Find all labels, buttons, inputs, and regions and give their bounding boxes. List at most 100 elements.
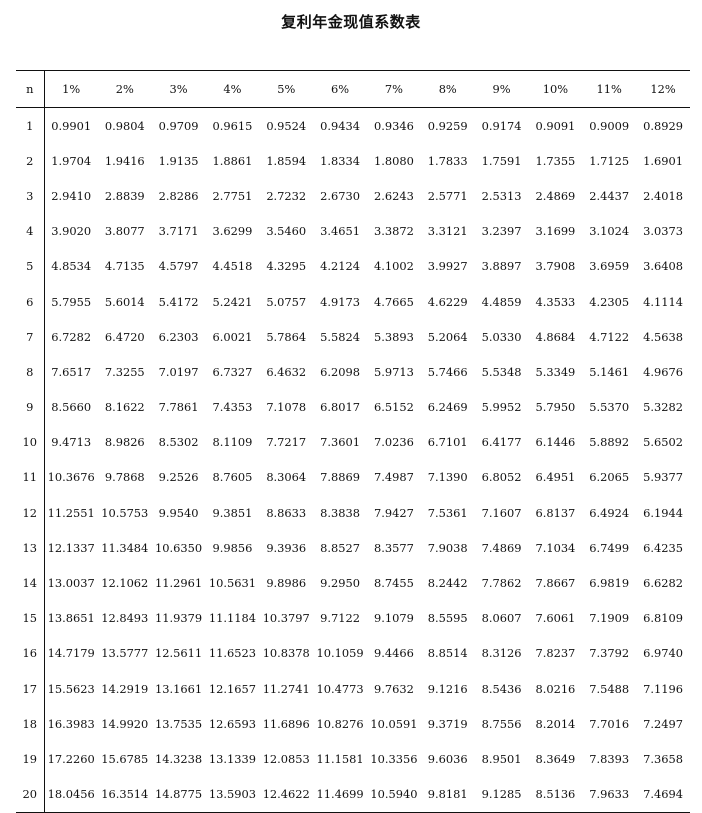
factor-cell: 8.1622 [104,400,145,415]
factor-cell: 1.9416 [104,153,145,168]
factor-cell: 0.9709 [158,118,199,133]
annuity-pv-table: n 1% 2% 3% 4% 5% 6% 7% 8% 9% 10% 11% 12% 1 0.9901 0.98… [16,70,690,813]
factor-cell: 7.8869 [320,470,360,485]
header-rate: 5% [259,70,314,108]
factor-cell: 10.5753 [101,505,149,520]
factor-cell: 1.8080 [373,153,414,168]
factor-cell: 6.0021 [212,329,253,344]
factor-cell: 6.4951 [535,470,576,485]
factor-cell: 8.2014 [535,716,576,731]
factor-cell: 12.1657 [208,681,256,696]
header-rate: 4% [205,70,260,108]
factor-cell: 9.8986 [266,576,307,591]
factor-cell: 9.8181 [420,776,475,813]
factor-cell: 13.5777 [101,646,149,661]
factor-cell: 6.7101 [427,435,468,450]
factor-cell: 11.9379 [155,611,203,626]
factor-cell: 7.1196 [643,681,683,696]
factor-cell: 18.0456 [44,776,98,813]
factor-cell: 8.5136 [528,776,583,813]
factor-cell: 7.7016 [589,716,630,731]
factor-cell: 7.7862 [481,576,522,591]
factor-cell: 3.7171 [158,224,199,239]
factor-cell: 12.5611 [155,646,203,661]
factor-cell: 9.3719 [427,716,468,731]
factor-cell: 7.9038 [427,540,468,555]
factor-cell: 10.1059 [316,646,364,661]
factor-cell: 9.7868 [104,470,145,485]
header-rate: 9% [474,70,529,108]
factor-cell: 7.9427 [373,505,414,520]
factor-cell: 9.7632 [373,681,414,696]
factor-cell: 3.5460 [266,224,307,239]
factor-cell: 10.8378 [262,646,310,661]
factor-cell: 2.8839 [104,188,145,203]
period-cell: 8 [16,354,45,390]
factor-cell: 1.9704 [51,153,92,168]
factor-cell: 8.8527 [320,540,360,555]
table-header: n 1% 2% 3% 4% 5% 6% 7% 8% 9% 10% 11% 12% [16,70,690,108]
factor-cell: 6.1944 [643,505,683,520]
factor-cell: 3.6408 [643,259,683,274]
table-body: 1 0.9901 0.9804 0.9709 0.9615 0.9524 0.9434 0.9… [16,107,690,813]
factor-cell: 3.6959 [589,259,630,274]
factor-cell: 7.7217 [266,435,307,450]
factor-cell: 3.2397 [481,224,522,239]
factor-cell: 1.8594 [266,153,307,168]
factor-cell: 4.4518 [212,259,253,274]
factor-cell: 3.0373 [643,224,683,239]
period-cell: 11 [16,459,45,496]
factor-cell: 9.6036 [427,751,468,766]
header-row: n 1% 2% 3% 4% 5% 6% 7% 8% 9% 10% 11% 12% [16,70,690,108]
factor-cell: 13.7535 [155,716,203,731]
factor-cell: 7.1390 [427,470,468,485]
table-row: 8 7.6517 7.3255 7.0197 6.7327 6.4632 6.2098 5.9… [16,354,690,390]
factor-cell: 6.4235 [643,540,683,555]
factor-cell: 3.3121 [427,224,468,239]
period-cell: 15 [16,600,45,636]
factor-cell: 12.1062 [101,576,149,591]
table-row: 16 14.7179 13.5777 12.5611 11.6523 10.8378 10.… [16,635,690,671]
factor-cell: 6.2098 [320,364,360,379]
factor-cell: 7.8393 [589,751,630,766]
factor-cell: 8.5660 [51,400,92,415]
factor-cell: 5.5370 [589,400,630,415]
factor-cell: 8.3838 [320,505,360,520]
factor-cell: 11.3484 [101,540,149,555]
period-cell: 18 [16,706,45,742]
factor-cell: 9.1079 [373,611,414,626]
factor-cell: 4.1114 [643,294,683,309]
factor-cell: 11.4699 [313,776,367,813]
factor-cell: 4.3533 [535,294,576,309]
factor-cell: 11.1184 [208,611,256,626]
factor-cell: 6.8137 [535,505,576,520]
period-cell: 5 [16,248,45,284]
table-row: 7 6.7282 6.4720 6.2303 6.0021 5.7864 5.5824 5.3… [16,319,690,355]
factor-cell: 5.7466 [427,364,468,379]
factor-cell: 3.8897 [481,259,522,274]
factor-cell: 9.9856 [212,540,253,555]
factor-cell: 8.8514 [427,646,468,661]
factor-cell: 9.4466 [373,646,414,661]
factor-cell: 8.9826 [104,435,145,450]
period-cell: 16 [16,635,45,671]
table-row: 11 10.3676 9.7868 9.2526 8.7605 8.3064 7.8869 7… [16,459,690,496]
factor-cell: 6.2469 [427,400,468,415]
factor-cell: 2.7232 [266,188,307,203]
factor-cell: 6.8052 [481,470,522,485]
factor-cell: 9.3851 [212,505,253,520]
table-row: 2 1.9704 1.9416 1.9135 1.8861 1.8594 1.8334 1.8… [16,143,690,179]
factor-cell: 10.4773 [316,681,364,696]
table-row: 6 5.7955 5.6014 5.4172 5.2421 5.0757 4.9173 4.7… [16,283,690,320]
factor-cell: 1.8334 [320,153,360,168]
period-cell: 6 [16,283,45,320]
factor-cell: 14.3238 [155,751,203,766]
header-rate: 1% [44,70,98,108]
factor-cell: 9.2526 [158,470,199,485]
period-cell: 20 [16,776,45,813]
factor-cell: 8.5436 [481,681,522,696]
factor-cell: 1.7591 [481,153,522,168]
factor-cell: 6.4632 [266,364,307,379]
factor-cell: 3.8077 [104,224,145,239]
factor-cell: 12.4622 [259,776,314,813]
